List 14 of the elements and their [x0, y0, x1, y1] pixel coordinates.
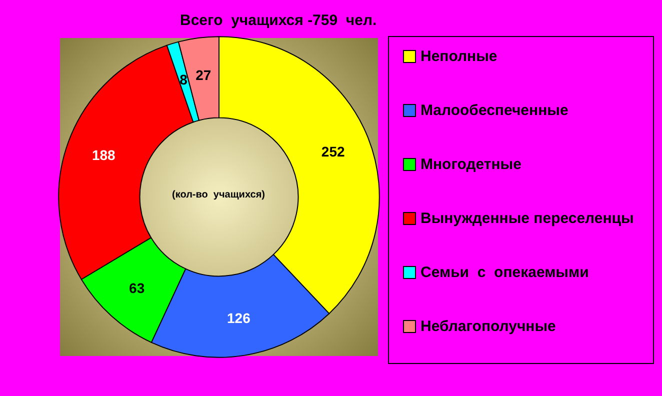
legend-label: Вынужденные переселенцы	[420, 210, 634, 227]
data-label: 126	[226, 310, 251, 326]
legend-label: Многодетные	[420, 156, 522, 173]
legend-label: Неполные	[420, 48, 498, 65]
legend-label: Малообеспеченные	[420, 102, 568, 119]
legend-label: Семьи с опекаемыми	[420, 264, 589, 281]
text: (кол-во учащихся)	[172, 190, 265, 200]
data-label: 8	[180, 71, 188, 88]
data-label: 188	[92, 146, 116, 163]
chart-title: Всего учащихся -759 чел.	[180, 12, 377, 29]
legend-label: Неблагополучные	[420, 318, 556, 335]
data-label: 27	[196, 67, 212, 84]
data-label: 252	[321, 144, 345, 160]
data-label: 63	[129, 280, 145, 296]
